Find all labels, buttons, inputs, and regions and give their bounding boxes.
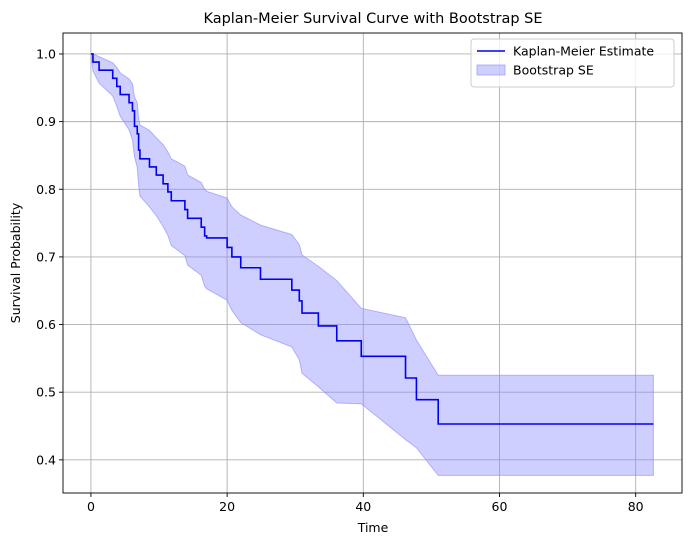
y-tick-label: 0.9	[36, 114, 56, 129]
kaplan-meier-line	[90, 53, 654, 425]
legend-label-km: Kaplan-Meier Estimate	[513, 44, 654, 59]
plot-area	[62, 32, 683, 494]
x-tick-label: 0	[87, 499, 95, 514]
x-tick-label: 80	[628, 499, 644, 514]
bootstrap-se-band	[90, 53, 654, 476]
x-tick-label: 40	[355, 499, 371, 514]
plot-background	[63, 33, 682, 493]
x-tick-label: 20	[219, 499, 235, 514]
y-tick-label: 1.0	[36, 46, 56, 61]
plot-frame	[62, 32, 683, 494]
x-axis: 0 20 40 60 80	[87, 493, 644, 514]
y-tick-label: 0.7	[36, 249, 56, 264]
legend-label-se: Bootstrap SE	[513, 63, 594, 78]
x-tick-label: 60	[492, 499, 508, 514]
chart-title: Kaplan-Meier Survival Curve with Bootstr…	[203, 11, 542, 27]
legend: Kaplan-Meier Estimate Bootstrap SE	[470, 38, 675, 88]
legend-box	[470, 38, 675, 88]
y-tick-label: 0.5	[36, 385, 56, 400]
x-axis-label: Time	[357, 520, 389, 535]
y-tick-label: 0.6	[36, 317, 56, 332]
legend-band-swatch	[476, 64, 506, 76]
y-axis-label: Survival Probability	[8, 202, 23, 323]
grid	[63, 33, 682, 493]
y-axis: 0.4 0.5 0.6 0.7 0.8 0.9 1.0	[36, 46, 63, 467]
y-tick-label: 0.8	[36, 182, 56, 197]
y-tick-label: 0.4	[36, 452, 56, 467]
